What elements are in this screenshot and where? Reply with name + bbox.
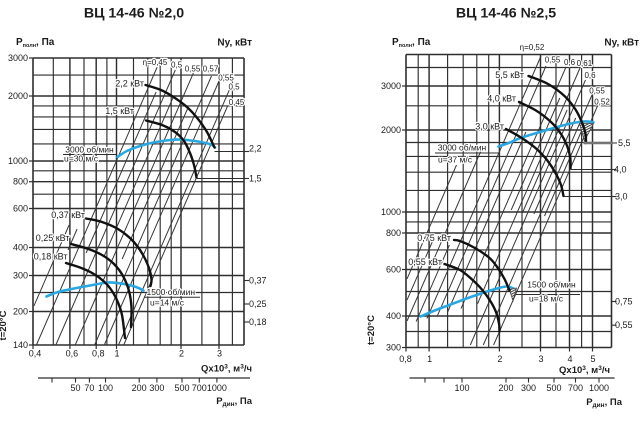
svg-text:100: 100 (98, 383, 113, 393)
svg-text:1000: 1000 (381, 207, 401, 217)
svg-text:1500 об/мин: 1500 об/мин (147, 287, 196, 297)
svg-text:u=37 м/с: u=37 м/с (438, 155, 473, 165)
svg-text:t=20°C: t=20°C (366, 315, 377, 345)
svg-text:0,55 кВт: 0,55 кВт (408, 257, 442, 267)
svg-text:2,2: 2,2 (249, 144, 262, 154)
svg-text:100: 100 (454, 383, 469, 393)
svg-text:0,5: 0,5 (228, 83, 240, 92)
svg-text:Рдин, Па: Рдин, Па (216, 396, 253, 408)
svg-text:0,55: 0,55 (545, 56, 561, 65)
svg-text:600: 600 (386, 265, 401, 275)
svg-text:1: 1 (114, 349, 119, 359)
svg-text:0,4: 0,4 (29, 349, 42, 359)
svg-text:200: 200 (13, 307, 28, 317)
svg-text:Ny, кВт: Ny, кВт (604, 38, 639, 49)
svg-text:300: 300 (13, 271, 28, 281)
svg-text:200: 200 (132, 383, 147, 393)
svg-text:400: 400 (386, 311, 401, 321)
svg-text:5,5: 5,5 (618, 138, 631, 148)
svg-text:200: 200 (498, 383, 513, 393)
svg-text:300: 300 (149, 383, 164, 393)
svg-text:1,5 кВт: 1,5 кВт (105, 106, 134, 116)
svg-text:Рполн, Па: Рполн, Па (392, 37, 431, 49)
svg-text:Qх103, м3/ч: Qх103, м3/ч (201, 364, 252, 375)
svg-text:0,25 кВт: 0,25 кВт (36, 233, 70, 243)
svg-text:η=0,52: η=0,52 (520, 43, 545, 52)
svg-text:ВЦ 14-46 №2,0: ВЦ 14-46 №2,0 (84, 6, 184, 22)
svg-text:1000: 1000 (8, 156, 28, 166)
svg-text:0,8: 0,8 (92, 349, 105, 359)
svg-text:5: 5 (590, 354, 595, 364)
svg-text:3: 3 (538, 354, 543, 364)
svg-text:1: 1 (427, 354, 432, 364)
svg-text:3000 об/мин: 3000 об/мин (65, 144, 114, 154)
svg-text:3,0 кВт: 3,0 кВт (475, 122, 504, 132)
svg-text:500: 500 (546, 383, 561, 393)
svg-text:2: 2 (179, 349, 184, 359)
svg-text:600: 600 (13, 204, 28, 214)
svg-text:2000: 2000 (381, 125, 401, 135)
svg-text:0,75 кВт: 0,75 кВт (417, 233, 451, 243)
svg-text:1,5: 1,5 (249, 174, 262, 184)
svg-text:0,18: 0,18 (249, 317, 267, 327)
svg-text:0,55: 0,55 (218, 74, 234, 83)
svg-text:300: 300 (386, 343, 401, 353)
svg-text:0,25: 0,25 (249, 299, 267, 309)
svg-text:1000: 1000 (207, 383, 227, 393)
svg-text:Ny, кВт: Ny, кВт (217, 38, 252, 49)
svg-text:ВЦ 14-46 №2,5: ВЦ 14-46 №2,5 (456, 6, 556, 22)
svg-text:70: 70 (84, 383, 94, 393)
svg-text:3,0: 3,0 (615, 192, 628, 202)
svg-text:800: 800 (386, 228, 401, 238)
svg-text:2000: 2000 (8, 91, 28, 101)
svg-text:4,0 кВт: 4,0 кВт (487, 94, 516, 104)
svg-text:0,6: 0,6 (66, 349, 79, 359)
svg-text:0,5: 0,5 (171, 61, 183, 70)
svg-text:0,18 кВт: 0,18 кВт (34, 252, 68, 262)
svg-text:700: 700 (568, 383, 583, 393)
svg-text:0,61: 0,61 (577, 59, 593, 68)
svg-text:0,57: 0,57 (203, 65, 219, 74)
svg-text:140: 140 (13, 340, 28, 350)
svg-text:3000: 3000 (8, 53, 28, 63)
svg-text:0,6: 0,6 (584, 71, 596, 80)
svg-text:0,37 кВт: 0,37 кВт (51, 210, 85, 220)
svg-text:t=20°C: t=20°C (0, 310, 9, 340)
svg-text:u=14 м/с: u=14 м/с (150, 298, 185, 308)
svg-text:50: 50 (70, 383, 80, 393)
svg-text:4,0: 4,0 (614, 165, 627, 175)
svg-text:1500 об/мин: 1500 об/мин (527, 280, 576, 290)
svg-text:Qх103, м3/ч: Qх103, м3/ч (559, 365, 610, 376)
svg-text:0,55: 0,55 (185, 65, 201, 74)
svg-text:Рдин, Па: Рдин, Па (586, 397, 623, 409)
svg-text:5,5 кВт: 5,5 кВт (495, 70, 524, 80)
svg-text:0,8: 0,8 (399, 354, 412, 364)
svg-text:η=0,45: η=0,45 (143, 58, 168, 67)
svg-text:Рполн, Па: Рполн, Па (16, 37, 55, 49)
svg-text:700: 700 (192, 383, 207, 393)
svg-text:0,45: 0,45 (229, 98, 245, 107)
svg-text:0,75: 0,75 (615, 297, 633, 307)
svg-text:0,37: 0,37 (249, 276, 267, 286)
svg-text:u=18 м/с: u=18 м/с (529, 294, 564, 304)
svg-text:1000: 1000 (589, 383, 609, 393)
svg-text:0,55: 0,55 (589, 87, 605, 96)
svg-text:800: 800 (13, 177, 28, 187)
svg-text:0,6: 0,6 (564, 58, 576, 67)
svg-text:4: 4 (567, 354, 572, 364)
svg-text:3000 об/мин: 3000 об/мин (438, 143, 487, 153)
svg-text:500: 500 (174, 383, 189, 393)
svg-text:0,52: 0,52 (594, 98, 610, 107)
svg-text:3: 3 (217, 349, 222, 359)
svg-text:300: 300 (521, 383, 536, 393)
svg-text:400: 400 (13, 243, 28, 253)
svg-text:2: 2 (497, 354, 502, 364)
svg-text:2,2 кВт: 2,2 кВт (115, 79, 144, 89)
svg-text:3000: 3000 (381, 81, 401, 91)
svg-text:u=30 м/с: u=30 м/с (64, 153, 99, 163)
svg-text:0,55: 0,55 (615, 320, 633, 330)
